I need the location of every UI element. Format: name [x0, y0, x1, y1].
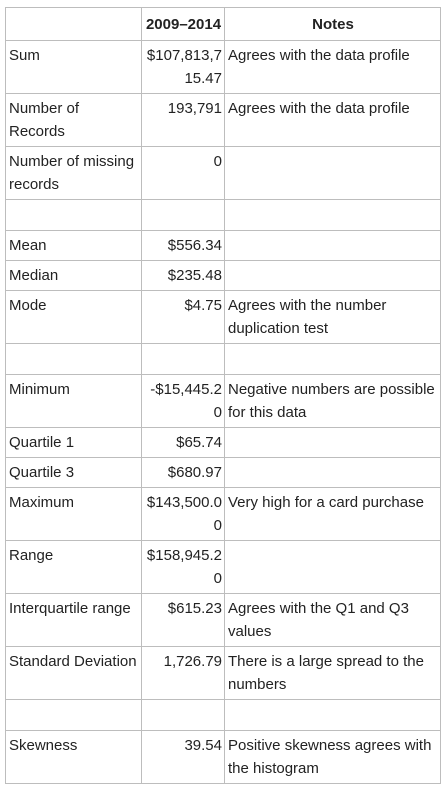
row-mean: Mean $556.34 [5, 230, 441, 261]
row-value: 193,791 [141, 93, 225, 147]
row-value [141, 343, 225, 375]
row-note [224, 260, 441, 291]
row-note [224, 230, 441, 261]
row-value: $680.97 [141, 457, 225, 488]
row-mode: Mode $4.75 Agrees with the number duplic… [5, 290, 441, 344]
row-value: -$15,445.20 [141, 374, 225, 428]
row-missing-records: Number of missing records 0 [5, 146, 441, 200]
header-row: 2009–2014 Notes [5, 7, 441, 41]
row-value: $143,500.00 [141, 487, 225, 541]
row-label: Median [5, 260, 142, 291]
row-note: Agrees with the number duplication test [224, 290, 441, 344]
row-value: 1,726.79 [141, 646, 225, 700]
row-value [141, 699, 225, 731]
row-note: Agrees with the Q1 and Q3 values [224, 593, 441, 647]
row-median: Median $235.48 [5, 260, 441, 291]
row-skewness: Skewness 39.54 Positive skewness agrees … [5, 730, 441, 784]
row-label [5, 199, 142, 231]
row-label: Number of Records [5, 93, 142, 147]
row-note [224, 199, 441, 231]
header-notes: Notes [224, 7, 441, 41]
row-label: Sum [5, 40, 142, 94]
row-value: $235.48 [141, 260, 225, 291]
row-note: Positive skewness agrees with the histog… [224, 730, 441, 784]
row-value: $556.34 [141, 230, 225, 261]
row-label: Mode [5, 290, 142, 344]
row-note [224, 427, 441, 458]
row-note [224, 457, 441, 488]
row-empty [5, 699, 441, 731]
row-value: 39.54 [141, 730, 225, 784]
header-period: 2009–2014 [141, 7, 225, 41]
row-label: Mean [5, 230, 142, 261]
row-empty [5, 199, 441, 231]
row-interquartile-range: Interquartile range $615.23 Agrees with … [5, 593, 441, 647]
row-note [224, 699, 441, 731]
statistics-table-container: 2009–2014 Notes Sum $107,813,715.47 Agre… [5, 7, 441, 784]
row-label: Range [5, 540, 142, 594]
row-standard-deviation: Standard Deviation 1,726.79 There is a l… [5, 646, 441, 700]
row-note: There is a large spread to the numbers [224, 646, 441, 700]
row-value: $158,945.20 [141, 540, 225, 594]
row-value: 0 [141, 146, 225, 200]
row-sum: Sum $107,813,715.47 Agrees with the data… [5, 40, 441, 94]
row-note: Negative numbers are possible for this d… [224, 374, 441, 428]
row-label [5, 699, 142, 731]
row-value [141, 199, 225, 231]
row-note [224, 146, 441, 200]
row-note [224, 343, 441, 375]
row-label: Quartile 1 [5, 427, 142, 458]
statistics-table: 2009–2014 Notes Sum $107,813,715.47 Agre… [5, 7, 441, 784]
row-note: Agrees with the data profile [224, 93, 441, 147]
row-label: Maximum [5, 487, 142, 541]
row-note: Agrees with the data profile [224, 40, 441, 94]
row-label: Quartile 3 [5, 457, 142, 488]
row-empty [5, 343, 441, 375]
row-label: Skewness [5, 730, 142, 784]
row-value: $615.23 [141, 593, 225, 647]
row-minimum: Minimum -$15,445.20 Negative numbers are… [5, 374, 441, 428]
row-value: $65.74 [141, 427, 225, 458]
row-note: Very high for a card purchase [224, 487, 441, 541]
row-maximum: Maximum $143,500.00 Very high for a card… [5, 487, 441, 541]
header-blank [5, 7, 142, 41]
row-label: Interquartile range [5, 593, 142, 647]
row-label [5, 343, 142, 375]
row-quartile-1: Quartile 1 $65.74 [5, 427, 441, 458]
row-label: Standard Deviation [5, 646, 142, 700]
row-label: Minimum [5, 374, 142, 428]
row-quartile-3: Quartile 3 $680.97 [5, 457, 441, 488]
row-note [224, 540, 441, 594]
row-label: Number of missing records [5, 146, 142, 200]
row-number-of-records: Number of Records 193,791 Agrees with th… [5, 93, 441, 147]
row-range: Range $158,945.20 [5, 540, 441, 594]
row-value: $4.75 [141, 290, 225, 344]
row-value: $107,813,715.47 [141, 40, 225, 94]
